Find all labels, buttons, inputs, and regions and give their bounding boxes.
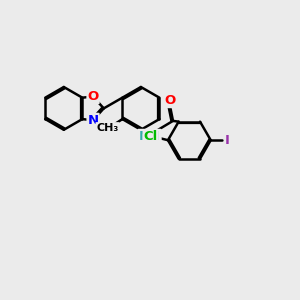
Text: Cl: Cl bbox=[144, 130, 158, 143]
Text: I: I bbox=[225, 134, 230, 147]
Text: O: O bbox=[164, 94, 175, 107]
Text: CH₃: CH₃ bbox=[96, 123, 118, 133]
Text: NH: NH bbox=[138, 130, 160, 143]
Text: N: N bbox=[88, 114, 99, 127]
Text: O: O bbox=[87, 90, 99, 103]
